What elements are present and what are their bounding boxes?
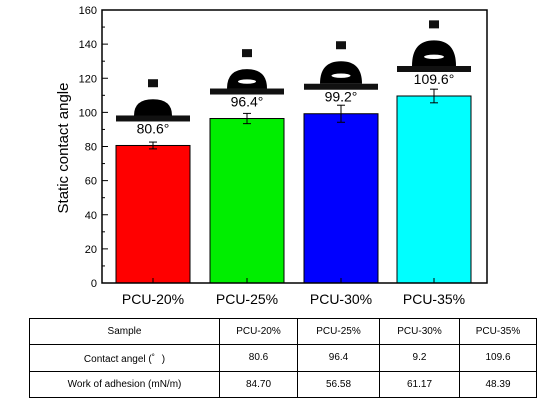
- table-cell: 80.6: [219, 344, 298, 372]
- data-table: Sample PCU-20% PCU-25% PCU-30% PCU-35% C…: [29, 317, 537, 399]
- table-header-cell: PCU-20%: [219, 317, 298, 346]
- y-tick-label: 120: [79, 73, 97, 85]
- y-tick-label: 20: [85, 244, 97, 256]
- data-label: 96.4°: [231, 94, 264, 110]
- table-header-row: Sample PCU-20% PCU-25% PCU-30% PCU-35%: [29, 317, 537, 346]
- x-tick-label: PCU-25%: [216, 291, 278, 307]
- y-tick-label: 80: [85, 142, 97, 154]
- table-row: Contact angel (゜) 80.6 96.4 9.2 109.6: [29, 344, 537, 372]
- droplet: [320, 61, 362, 84]
- table-header-cell: PCU-30%: [379, 317, 460, 346]
- needle-tip: [429, 20, 439, 29]
- x-tick-label: PCU-20%: [122, 291, 184, 307]
- table-header-cell: PCU-35%: [459, 317, 537, 346]
- droplet-images-group: [116, 20, 471, 122]
- y-tick-label: 140: [79, 39, 97, 51]
- needle-tip: [242, 49, 252, 58]
- droplet: [412, 40, 456, 66]
- table-cell: 9.2: [379, 344, 460, 372]
- y-tick-label: 100: [79, 107, 97, 119]
- droplet: [134, 99, 172, 116]
- data-label: 80.6°: [137, 120, 170, 136]
- table-cell: 109.6: [459, 344, 537, 372]
- table-header-cell: Sample: [29, 317, 220, 346]
- y-tick-label: 0: [91, 278, 97, 290]
- bar-PCU-25%: [209, 118, 285, 284]
- data-labels-group: 80.6° 96.4° 99.2° 109.6°: [137, 71, 455, 136]
- error-bars-group: [149, 88, 438, 150]
- needle-tip: [336, 41, 346, 50]
- substrate: [397, 65, 471, 72]
- needle-tip: [148, 79, 158, 88]
- table-cell: Work of adhesion (mN/m): [29, 370, 220, 399]
- substrate: [210, 88, 284, 95]
- y-tick-label: 60: [85, 176, 97, 188]
- table-cell: 84.70: [219, 370, 298, 399]
- droplet-highlight: [238, 79, 256, 84]
- table-cell: 48.39: [459, 370, 537, 399]
- droplet-image: [304, 41, 378, 90]
- table-row: Work of adhesion (mN/m) 84.70 56.58 61.1…: [29, 370, 537, 399]
- data-label: 99.2°: [325, 89, 358, 105]
- y-tick-label: 160: [79, 5, 97, 17]
- x-tick-label: PCU-30%: [310, 291, 372, 307]
- bar-chart: 80.6° 96.4° 99.2° 109.6° 0 20 40 60 80 100 120 140…: [55, 5, 488, 307]
- y-axis-label: Static contact angle: [55, 83, 72, 214]
- bar-PCU-30%: [303, 113, 379, 284]
- table-header-cell: PCU-25%: [297, 317, 380, 346]
- axes-group: 0 20 40 60 80 100 120 140 160 PCU-20% PCU-25% PCU-3…: [79, 5, 488, 307]
- data-label: 109.6°: [414, 71, 455, 87]
- droplet-image: [210, 49, 284, 95]
- table-cell: 96.4: [297, 344, 380, 372]
- droplet-highlight: [331, 73, 351, 78]
- substrate: [304, 83, 378, 90]
- bar-PCU-20%: [115, 144, 191, 284]
- y-tick-label: 40: [85, 210, 97, 222]
- droplet-image: [116, 79, 190, 122]
- table-cell: Contact angel (゜): [29, 344, 220, 372]
- droplet-image: [397, 20, 471, 72]
- bar-PCU-35%: [396, 95, 472, 284]
- droplet-highlight: [424, 54, 444, 59]
- substrate: [116, 115, 190, 122]
- table-cell: 56.58: [297, 370, 380, 399]
- table-cell: 61.17: [379, 370, 460, 399]
- x-tick-label: PCU-35%: [403, 291, 465, 307]
- droplet: [227, 69, 267, 89]
